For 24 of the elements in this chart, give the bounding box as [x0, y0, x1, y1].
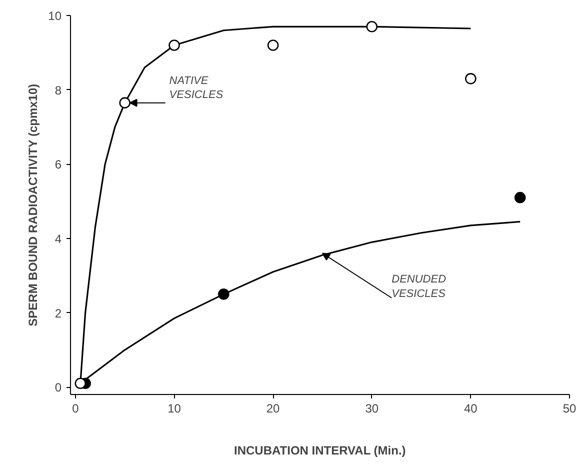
point — [168, 40, 180, 51]
y-tick-label: 6 — [54, 158, 62, 172]
point — [119, 97, 130, 108]
y-tick-label: 4 — [54, 232, 62, 246]
x-axis-title: INCUBATION INTERVAL (Min.) — [234, 444, 406, 458]
x-tick-label: 30 — [365, 402, 379, 416]
x-tick-label: 20 — [266, 402, 280, 416]
point — [514, 192, 526, 204]
y-axis-title: SPERM BOUND RADIOACTIVITY (cpmx10) — [26, 84, 40, 326]
point — [218, 288, 230, 300]
point — [465, 73, 476, 84]
point — [267, 40, 279, 51]
x-tick-label: 50 — [562, 402, 576, 416]
point — [74, 378, 86, 389]
annotation: DENUDED VESICLES — [392, 274, 446, 300]
x-tick-label: 40 — [464, 402, 478, 416]
x-tick-label: 0 — [72, 402, 80, 416]
y-tick-label: 10 — [48, 9, 62, 23]
annotation: NATIVE VESICLES — [169, 74, 224, 102]
point — [366, 21, 378, 32]
y-tick-label: 2 — [54, 306, 62, 320]
y-tick-label: 0 — [54, 380, 62, 395]
y-tick-label: 8 — [54, 83, 62, 98]
x-tick-label: 10 — [168, 402, 182, 416]
